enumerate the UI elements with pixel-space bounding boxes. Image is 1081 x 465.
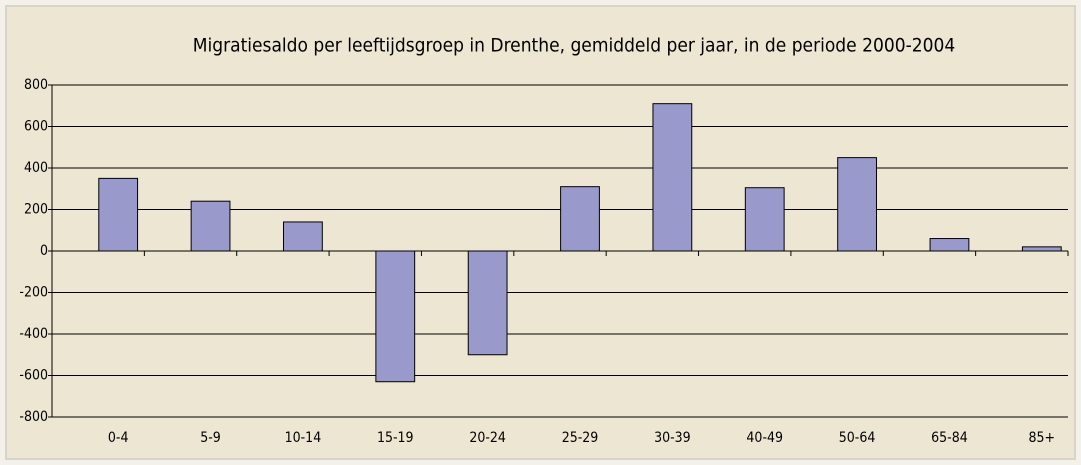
x-tick-label: 5-9 [200, 430, 221, 446]
x-tick-label: 30-39 [654, 430, 691, 446]
y-tick-label: -600 [19, 368, 48, 384]
bar [837, 157, 877, 252]
bar [98, 177, 139, 252]
bar [190, 200, 231, 252]
y-tick-label: 200 [24, 202, 48, 218]
x-tick-label: 15-19 [377, 430, 414, 446]
y-tick-label: 0 [40, 243, 48, 259]
y-tick-label: 800 [24, 77, 48, 93]
bar [744, 187, 785, 252]
bar [929, 238, 970, 252]
chart-title: Migratiesaldo per leeftijdsgroep in Dren… [193, 35, 956, 57]
y-tick-label: 600 [24, 119, 48, 135]
bar [467, 250, 508, 356]
y-tick-label: 400 [24, 160, 48, 176]
x-tick-label: 50-64 [839, 430, 876, 446]
x-tick-label: 40-49 [746, 430, 783, 446]
x-tick-label: 85+ [1029, 430, 1056, 446]
bar [1021, 246, 1062, 252]
x-tick-label: 20-24 [469, 430, 506, 446]
x-tick-label: 10-14 [285, 430, 322, 446]
bar [652, 103, 693, 252]
y-tick-label: -200 [19, 285, 48, 301]
y-tick-label: -400 [19, 326, 48, 342]
bar [560, 186, 600, 252]
x-tick-label: 0-4 [108, 430, 129, 446]
chart-background [5, 5, 1076, 460]
bar [375, 250, 416, 383]
y-tick-label: -800 [19, 409, 48, 425]
x-tick-label: 65-84 [931, 430, 968, 446]
bar [283, 221, 323, 252]
x-tick-label: 25-29 [562, 430, 599, 446]
